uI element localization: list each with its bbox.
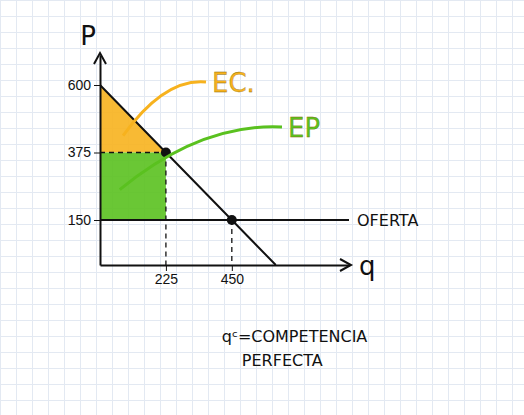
axis-title: P [80,21,96,51]
tick-label: 150 [68,212,92,228]
y-axis: 150 375 600 [68,56,101,266]
leader-line [123,82,206,136]
tick: 600 [68,77,100,93]
tick-mark [94,220,100,221]
axis-arrow [340,259,351,271]
area-label: EP [288,113,320,143]
annotation-line: qᶜ=COMPETENCIA [222,327,368,346]
tick: 225 [155,265,179,287]
tick-label: 375 [68,144,92,160]
equilibrium-point [227,215,237,225]
tick: 375 [68,144,100,160]
tick-label: 600 [68,77,92,93]
axis-arrow [94,53,106,64]
axis-line [100,56,102,266]
area-label: EC. [212,68,255,98]
axis-title: q [359,251,376,281]
series-line [100,219,349,221]
guide-line [165,153,166,266]
series-label: OFERTA [357,211,418,230]
tick: 450 [221,265,245,287]
leader-line [120,127,282,190]
x-axis: 225 450 [101,265,350,287]
tick: 150 [68,212,100,228]
tick-mark [94,153,100,154]
tick-label: 450 [221,271,245,287]
axis-line [101,265,350,267]
tick-label: 225 [155,271,179,287]
guide-line [100,152,166,153]
series-line [100,85,276,265]
annotation-line: PERFECTA [242,351,323,370]
chart: 150 375 600 225 450 Pq OFERTA EC. EP qᶜ=COMPETENC… [0,0,524,415]
guide-line [231,220,232,265]
annotation: qᶜ=COMPETENCIA PERFECTA [222,327,368,370]
tick-mark [94,85,100,86]
plot-marks [100,85,349,265]
